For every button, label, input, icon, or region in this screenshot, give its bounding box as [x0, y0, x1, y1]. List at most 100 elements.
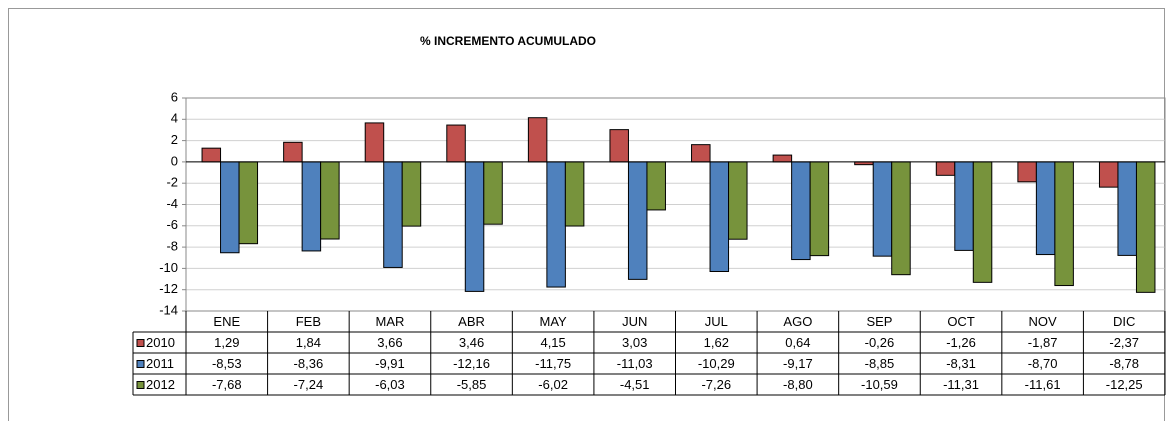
- y-tick-label: -2: [166, 175, 178, 190]
- table-value: -7,26: [701, 377, 731, 392]
- y-tick-label: -6: [166, 217, 178, 232]
- table-value: 0,64: [785, 335, 810, 350]
- table-value: -4,51: [620, 377, 650, 392]
- x-tick-label: ABR: [458, 314, 485, 329]
- table-value: -7,24: [294, 377, 324, 392]
- table-value: -12,25: [1106, 377, 1143, 392]
- table-value: -2,37: [1109, 335, 1139, 350]
- table-value: -8,36: [294, 356, 324, 371]
- table-value: 1,84: [296, 335, 321, 350]
- chart-title: % INCREMENTO ACUMULADO: [420, 34, 596, 48]
- legend-label: 2010: [146, 335, 175, 350]
- bar: [220, 161, 240, 254]
- table-value: -11,61: [1025, 377, 1061, 392]
- bar: [320, 161, 340, 240]
- table-value: -6,02: [538, 377, 568, 392]
- bar: [709, 161, 730, 272]
- table-value: -7,68: [212, 377, 242, 392]
- legend-key: [136, 360, 145, 368]
- x-tick-label: JUL: [705, 314, 728, 329]
- table-value: 4,15: [540, 335, 565, 350]
- table-value: -11,75: [535, 356, 571, 371]
- table-value: -9,91: [375, 356, 405, 371]
- bar: [1135, 161, 1156, 293]
- x-tick-label: JUN: [622, 314, 647, 329]
- x-tick-label: ENE: [213, 314, 240, 329]
- bar: [201, 147, 222, 163]
- bar: [1054, 161, 1074, 287]
- bar: [1017, 161, 1037, 183]
- bar: [1117, 161, 1137, 256]
- bar: [383, 161, 403, 268]
- bar: [301, 161, 322, 252]
- table-value: -8,78: [1109, 356, 1139, 371]
- table-value: 1,62: [704, 335, 729, 350]
- table-value: -8,31: [946, 356, 976, 371]
- bar: [891, 161, 911, 276]
- legend-label: 2011: [146, 356, 174, 371]
- legend-label: 2012: [146, 377, 175, 392]
- table-value: -11,31: [943, 377, 979, 392]
- bar: [1035, 161, 1056, 256]
- x-tick-label: OCT: [947, 314, 975, 329]
- table-value: 3,03: [622, 335, 647, 350]
- table-value: -0,26: [865, 335, 895, 350]
- table-value: -12,16: [453, 356, 490, 371]
- bar: [564, 161, 585, 227]
- y-tick-label: -10: [159, 260, 178, 275]
- y-tick-label: 6: [171, 89, 178, 104]
- table-value: -11,03: [617, 356, 653, 371]
- y-tick-label: -4: [166, 196, 178, 211]
- bar: [809, 161, 830, 257]
- bar: [954, 161, 974, 251]
- table-value: -8,80: [783, 377, 813, 392]
- bar: [972, 161, 993, 283]
- x-tick-label: NOV: [1029, 314, 1058, 329]
- bar: [691, 144, 711, 163]
- x-tick-label: MAR: [376, 314, 405, 329]
- x-tick-label: MAY: [540, 314, 568, 329]
- x-tick-label: SEP: [866, 314, 892, 329]
- bar: [364, 122, 385, 163]
- legend-key: [136, 381, 145, 389]
- table-value: 3,46: [459, 335, 484, 350]
- bar: [546, 161, 566, 288]
- y-tick-label: 0: [171, 153, 178, 168]
- y-tick-label: 2: [171, 132, 178, 147]
- legend-key: [136, 339, 145, 347]
- table-value: -5,85: [457, 377, 487, 392]
- table-value: -10,29: [698, 356, 735, 371]
- table-value: 3,66: [377, 335, 402, 350]
- bar: [935, 161, 956, 176]
- table-value: -1,26: [946, 335, 976, 350]
- y-tick-label: 4: [171, 111, 178, 126]
- x-tick-label: FEB: [296, 314, 321, 329]
- bar: [483, 161, 503, 225]
- bar: [401, 161, 422, 227]
- table-value: -8,70: [1028, 356, 1058, 371]
- table-value: -1,87: [1028, 335, 1058, 350]
- bar: [238, 161, 259, 245]
- bar: [791, 161, 811, 261]
- table-value: -8,53: [212, 356, 242, 371]
- y-tick-label: -12: [159, 281, 178, 296]
- x-tick-label: DIC: [1113, 314, 1135, 329]
- bar: [872, 161, 893, 257]
- bar: [646, 161, 666, 211]
- bar: [446, 124, 466, 163]
- x-tick-label: AGO: [783, 314, 812, 329]
- table-value: -9,17: [783, 356, 813, 371]
- bar: [772, 154, 793, 163]
- table-value: -10,59: [861, 377, 898, 392]
- y-tick-label: -8: [166, 239, 178, 254]
- bar: [464, 161, 485, 292]
- bar: [627, 161, 648, 280]
- bar: [527, 117, 548, 163]
- table-value: -8,85: [865, 356, 895, 371]
- table-value: 1,29: [214, 335, 239, 350]
- bar: [728, 161, 748, 240]
- table-value: -6,03: [375, 377, 405, 392]
- bar: [283, 141, 303, 163]
